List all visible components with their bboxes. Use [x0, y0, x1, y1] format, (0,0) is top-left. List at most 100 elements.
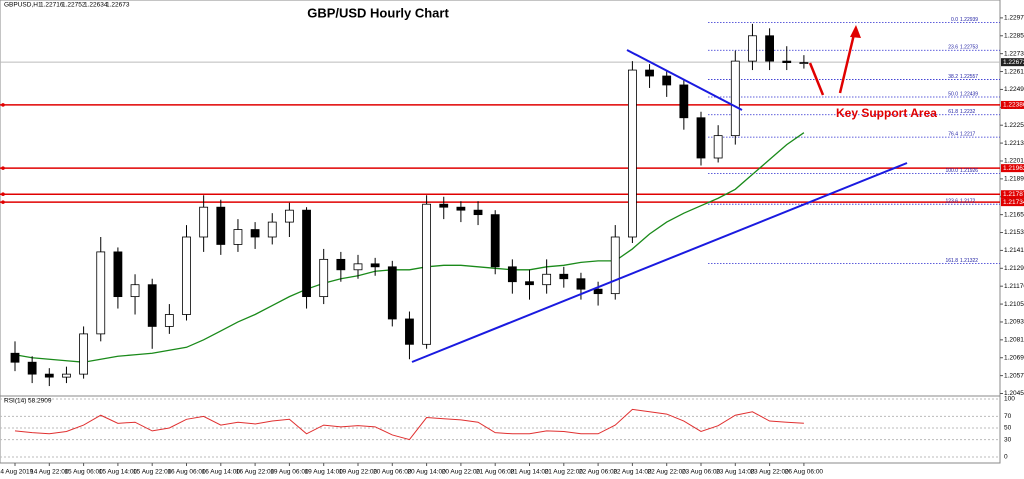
candle-body — [250, 229, 260, 238]
candle-body — [370, 263, 380, 268]
ohlc-close: 1.22673 — [106, 2, 130, 9]
fib-level: 61.8 — [948, 109, 958, 115]
x-tick-label: 23 Aug 22:00 — [750, 469, 789, 476]
candle-body — [96, 251, 106, 335]
candle-body — [387, 266, 397, 320]
x-tick-label: 21 Aug 22:00 — [545, 469, 584, 476]
x-tick-label: 15 Aug 06:00 — [64, 469, 103, 476]
candle-body — [216, 206, 226, 245]
arrow-head — [850, 25, 861, 38]
y-tick-label: 1.20690 — [1004, 354, 1024, 361]
x-tick-label: 21 Aug 14:00 — [510, 469, 549, 476]
grid — [0, 17, 1003, 466]
moving-average — [14, 132, 805, 363]
level-label: 1.21962 — [1003, 165, 1024, 172]
fib-level: 38.2 — [948, 74, 958, 80]
x-tick-label: 16 Aug 06:00 — [167, 469, 206, 476]
x-tick-label: 22 Aug 22:00 — [648, 469, 687, 476]
x-tick-label: 15 Aug 14:00 — [99, 469, 138, 476]
candle-body — [456, 206, 466, 211]
y-tick-label: 1.21170 — [1004, 283, 1024, 290]
candle-body — [679, 84, 689, 119]
level-box — [1001, 100, 1024, 109]
x-tick-label: 14 Aug 2019 — [0, 469, 34, 476]
candle-body — [542, 273, 552, 286]
chart-title: GBP/USD Hourly Chart — [307, 5, 449, 20]
candle-body — [696, 117, 706, 159]
y-tick-label: 1.21290 — [1004, 265, 1024, 272]
fib-price: 1.21926 — [960, 168, 978, 174]
level-box — [1001, 190, 1024, 199]
plot-frame — [0, 0, 1001, 464]
x-tick-label: 22 Aug 06:00 — [579, 469, 618, 476]
level-anchor — [1, 200, 5, 204]
candle-body — [113, 251, 123, 298]
candle-body — [79, 333, 88, 375]
level-label: 1.21734 — [1003, 199, 1024, 206]
annotation: Key Support Area — [836, 106, 937, 120]
fib-price: 1.22557 — [960, 74, 978, 80]
y-tick-label: 1.20930 — [1004, 319, 1024, 326]
y-tick-label: 1.22010 — [1004, 158, 1024, 165]
trend-line — [626, 49, 743, 111]
candle-body — [130, 284, 140, 298]
candle-body — [62, 373, 71, 378]
level-anchor — [1, 166, 5, 170]
trend-line — [411, 162, 908, 363]
candle-body — [628, 69, 637, 238]
marks — [0, 22, 1000, 441]
x-tick-label: 23 Aug 06:00 — [682, 469, 721, 476]
candle-body — [405, 318, 414, 345]
candle-body — [27, 361, 37, 375]
level-anchor — [1, 192, 5, 197]
y-tick-label: 1.21410 — [1004, 247, 1024, 254]
candle-body — [44, 373, 54, 378]
y-tick-label: 1.21050 — [1004, 301, 1024, 308]
symbol: GBPUSD,H1 — [4, 2, 42, 9]
y-tick-label: 1.22970 — [1004, 15, 1024, 22]
x-tick-label: 22 Aug 14:00 — [613, 469, 652, 476]
candle-body — [199, 206, 209, 238]
candle-body — [507, 266, 517, 283]
fib-level: 161.8 — [945, 258, 958, 264]
candle-body — [233, 229, 243, 245]
fib-price: 1.2232 — [960, 109, 976, 115]
x-tick-label: 19 Aug 14:00 — [305, 469, 344, 476]
fib-level: 0.0 — [951, 17, 958, 23]
x-tick-label: 20 Aug 22:00 — [442, 469, 481, 476]
arrow-down — [808, 62, 825, 96]
fib-price: 1.22439 — [960, 91, 978, 97]
x-tick-label: 26 Aug 06:00 — [785, 469, 824, 476]
candle-body — [559, 273, 569, 280]
x-tick-label: 21 Aug 06:00 — [476, 469, 515, 476]
ohlc-open: 1.22716 — [40, 2, 64, 9]
candle-body — [267, 221, 277, 238]
y-tick-label: 1.22250 — [1004, 122, 1024, 129]
rsi-tick-label: 100 — [1004, 396, 1015, 403]
y-tick-label: 1.22730 — [1004, 50, 1024, 57]
x-tick-label: 20 Aug 14:00 — [407, 469, 446, 476]
current-price-box — [1001, 58, 1024, 67]
candle-body — [782, 60, 792, 64]
rsi-line — [14, 408, 804, 441]
level-label: 1.22386 — [1003, 102, 1024, 109]
ohlc-low: 1.22634 — [84, 2, 108, 9]
x-tick-label: 19 Aug 06:00 — [270, 469, 309, 476]
candle-body — [319, 258, 329, 298]
rsi-tick-label: 70 — [1004, 413, 1012, 420]
y-tick-label: 1.20810 — [1004, 337, 1024, 344]
candle-body — [525, 281, 534, 286]
candle-body — [576, 278, 586, 290]
candle-body — [610, 236, 620, 295]
level-anchor — [1, 103, 5, 107]
candle-body — [284, 209, 294, 223]
fib-level: 76.4 — [948, 131, 958, 137]
fib-level: 100.0 — [945, 168, 958, 174]
candle-body — [713, 135, 723, 159]
fib-price: 1.22939 — [960, 17, 978, 23]
rsi-name: RSI(14) — [4, 398, 26, 405]
level-box — [1001, 164, 1024, 173]
x-tick-label: 20 Aug 06:00 — [373, 469, 412, 476]
current-price-label: 1.22673 — [1003, 59, 1024, 66]
